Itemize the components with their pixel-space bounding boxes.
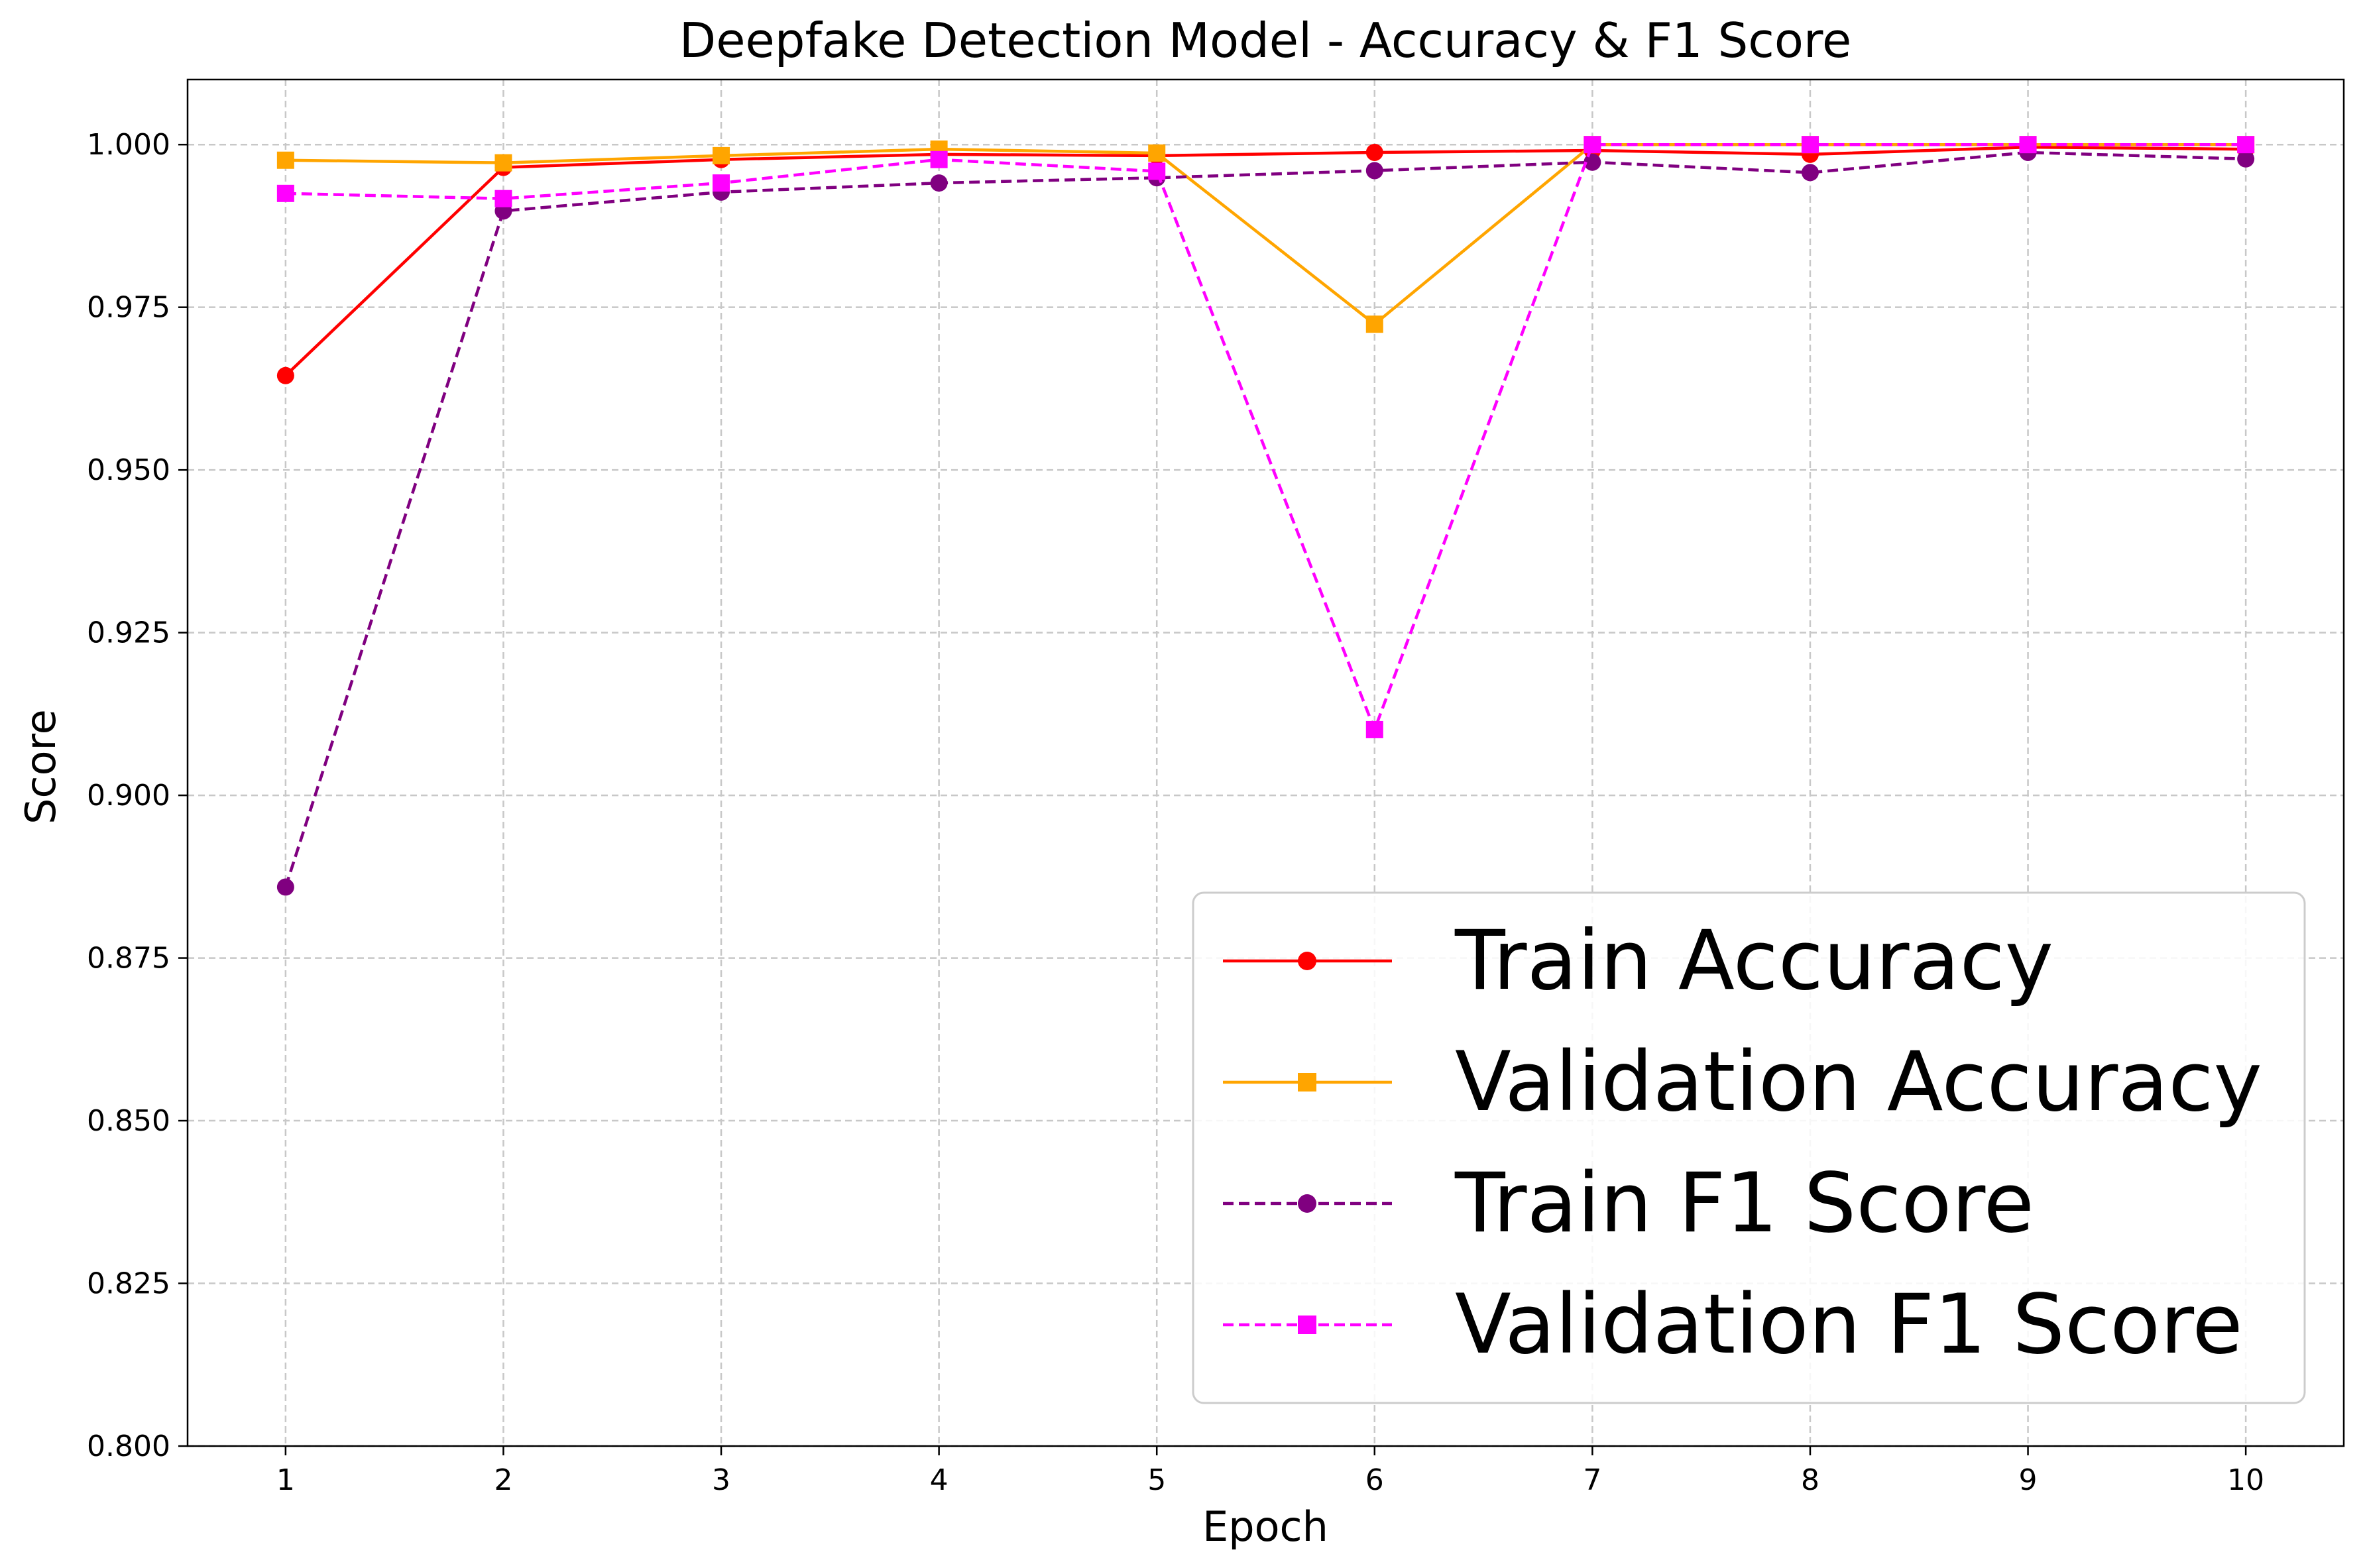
x-tick-label: 10	[2227, 1463, 2264, 1497]
data-point-circle	[2237, 150, 2255, 168]
data-point-circle	[1365, 162, 1383, 180]
y-tick-label: 1.000	[87, 128, 170, 162]
data-point-square	[1801, 136, 1819, 154]
x-tick-label: 6	[1365, 1463, 1384, 1497]
data-point-square	[1298, 1073, 1316, 1092]
data-point-circle	[1584, 153, 1601, 171]
series-line	[284, 145, 2246, 377]
y-tick-label: 0.925	[87, 616, 170, 650]
series-lines	[276, 136, 2255, 896]
data-point-square	[930, 150, 948, 168]
y-tick-label: 0.875	[87, 942, 170, 976]
x-tick-label: 7	[1583, 1463, 1601, 1497]
x-axis-ticks: 1 2 3 4 5 6 7 8 9 10	[276, 1446, 2264, 1497]
x-tick-label: 2	[494, 1463, 512, 1497]
data-point-square	[494, 154, 512, 172]
x-tick-label: 4	[930, 1463, 949, 1497]
data-point-circle	[1298, 1194, 1316, 1213]
y-axis-ticks: 0.800 0.825 0.850 0.875 0.900 0.925 0.950 0.975…	[87, 128, 188, 1463]
data-point-square	[713, 146, 730, 164]
data-point-square	[713, 174, 730, 192]
data-point-square	[1584, 136, 1601, 154]
x-tick-label: 8	[1801, 1463, 1819, 1497]
x-axis-label: Epoch	[1202, 1502, 1328, 1551]
legend-box	[1192, 891, 2306, 1404]
data-point-square	[1365, 315, 1383, 333]
data-point-circle	[1365, 143, 1383, 161]
data-point-square	[2237, 136, 2255, 154]
y-tick-label: 0.825	[87, 1267, 170, 1301]
legend: Train Accuracy Validation Accuracy Train F…	[1192, 891, 2306, 1404]
data-point-circle	[930, 174, 948, 192]
data-point-circle	[1801, 164, 1819, 182]
plot-frame	[186, 78, 2345, 1447]
legend-label: Validation F1 Score	[1455, 1277, 2243, 1372]
data-point-circle	[276, 366, 294, 384]
series-line	[284, 150, 2246, 888]
series-validation-f1-score	[276, 136, 2255, 738]
x-tick-label: 3	[712, 1463, 730, 1497]
chart-title: Deepfake Detection Model - Accuracy & F1…	[679, 13, 1852, 68]
data-point-circle	[1298, 952, 1316, 970]
data-point-square	[2019, 136, 2037, 154]
data-point-square	[1148, 162, 1166, 180]
data-point-square	[1148, 144, 1166, 162]
data-point-square	[276, 151, 294, 169]
data-point-square	[494, 190, 512, 207]
x-tick-label: 5	[1147, 1463, 1166, 1497]
data-point-square	[1365, 720, 1383, 738]
y-tick-label: 0.850	[87, 1104, 170, 1138]
data-point-square	[1298, 1316, 1316, 1334]
y-tick-label: 0.975	[87, 291, 170, 325]
legend-label: Validation Accuracy	[1455, 1035, 2262, 1130]
y-axis-label: Score	[17, 709, 65, 824]
y-tick-label: 0.950	[87, 453, 170, 487]
data-point-square	[276, 184, 294, 202]
series-line	[285, 142, 2246, 732]
x-tick-label: 1	[276, 1463, 295, 1497]
legend-label: Train Accuracy	[1454, 913, 2053, 1009]
x-tick-label: 9	[2019, 1463, 2038, 1497]
y-tick-label: 0.800	[87, 1429, 170, 1463]
y-tick-label: 0.900	[87, 779, 170, 812]
legend-label: Train F1 Score	[1454, 1156, 2034, 1251]
data-point-circle	[276, 878, 294, 896]
